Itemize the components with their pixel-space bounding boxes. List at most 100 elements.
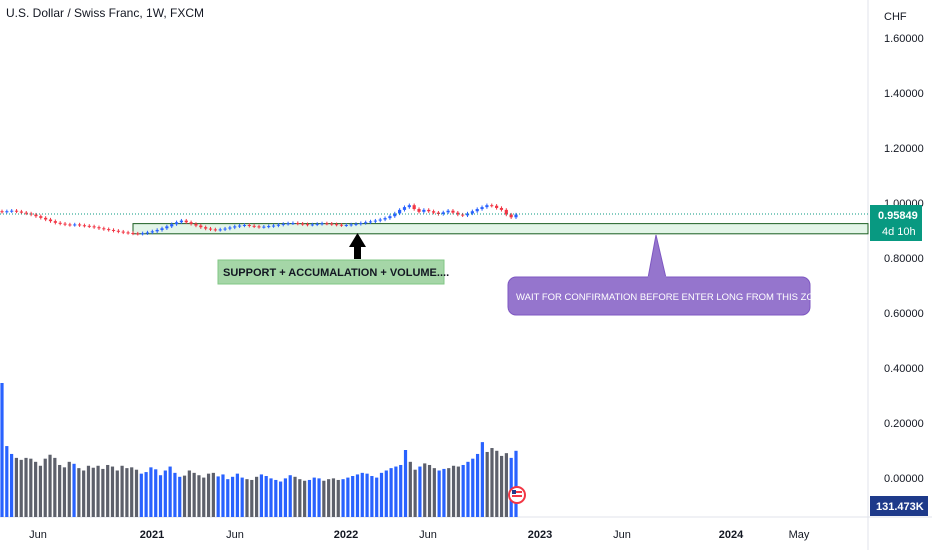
volume-bar — [202, 477, 206, 517]
volume-bar — [499, 455, 504, 517]
volume-bar — [154, 469, 158, 517]
candle-body — [305, 224, 310, 226]
candle-body — [402, 207, 407, 210]
candle-body — [48, 219, 53, 222]
volume-bar — [101, 468, 105, 517]
volume-bar — [24, 457, 28, 517]
volume-series — [0, 383, 518, 517]
volume-bar — [466, 461, 470, 517]
volume-bar — [365, 473, 369, 517]
volume-bar — [158, 475, 163, 517]
volume-bar — [130, 467, 134, 517]
candle-body — [354, 223, 358, 225]
volume-bar — [471, 458, 475, 517]
candle-body — [14, 210, 19, 212]
volume-bar — [279, 481, 283, 517]
volume-bar — [125, 468, 129, 517]
candle-body — [247, 225, 251, 226]
volume-bar — [413, 469, 417, 517]
volume-bar — [134, 469, 139, 517]
volume-bar — [86, 465, 91, 517]
volume-bar — [245, 479, 249, 517]
volume-bar — [14, 457, 19, 517]
support-note-text: SUPPORT + ACCUMALATION + VOLUME.... — [223, 267, 449, 279]
candle-body — [63, 223, 67, 225]
volume-bar — [423, 463, 427, 517]
volume-bar — [399, 464, 403, 517]
volume-bar — [192, 472, 196, 517]
volume-bar — [216, 476, 220, 517]
candle-body — [92, 226, 96, 228]
candle-body — [281, 223, 285, 225]
us-flag-icon[interactable] — [508, 486, 526, 504]
candle-body — [485, 205, 489, 208]
candle-body — [179, 220, 184, 223]
candle-body — [509, 214, 513, 218]
candle-body — [465, 213, 470, 216]
candle-body — [238, 225, 242, 227]
volume-bar — [62, 467, 67, 517]
volume-bar — [293, 476, 297, 517]
volume-bar — [53, 457, 57, 517]
volume-bar — [341, 479, 345, 517]
chart-title: U.S. Dollar / Swiss Franc, 1W, FXCM — [6, 6, 205, 20]
candle-body — [145, 232, 150, 234]
candle-body — [39, 216, 43, 218]
candle-body — [228, 227, 232, 229]
volume-bar — [418, 466, 422, 517]
volume-bar — [182, 475, 187, 517]
volume-bar — [19, 459, 23, 517]
volume-bar — [77, 468, 81, 517]
time-to-close: 4d 10h — [882, 226, 916, 238]
candle-body — [199, 225, 203, 228]
x-tick-label: Jun — [419, 529, 437, 541]
candle-body — [44, 217, 48, 220]
candle-body — [461, 214, 465, 216]
y-tick-label: 1.20000 — [884, 143, 924, 155]
volume-bar — [240, 477, 244, 517]
volume-bar — [168, 466, 172, 517]
confirmation-callout[interactable]: WAIT FOR CONFIRMATION BEFORE ENTER LONG … — [507, 234, 827, 316]
volume-readout-tag — [870, 496, 928, 516]
candle-body — [223, 228, 227, 230]
volume-bar — [336, 479, 340, 517]
candle-body — [436, 212, 441, 214]
volume-bar — [58, 464, 62, 517]
support-note-box[interactable] — [217, 259, 445, 285]
candle-body — [87, 225, 91, 227]
candle-body — [107, 229, 111, 231]
candle-body — [495, 205, 499, 208]
candle-body — [53, 221, 57, 223]
volume-bar — [307, 479, 312, 517]
candle-body — [310, 224, 314, 226]
candle-body — [349, 224, 353, 226]
volume-bar — [211, 472, 215, 517]
volume-bar — [38, 465, 43, 517]
y-tick-label: 1.60000 — [884, 33, 924, 45]
candle-body — [291, 223, 295, 225]
candle-body — [344, 225, 348, 226]
volume-bar — [269, 478, 273, 517]
candle-body — [77, 224, 82, 226]
y-tick-label: 0.00000 — [884, 473, 924, 485]
candle-body — [174, 222, 179, 225]
candle-body — [330, 223, 334, 225]
volume-bar — [163, 470, 167, 517]
volume-bar — [432, 468, 436, 517]
candle-body — [213, 229, 217, 231]
candle-body — [208, 228, 213, 230]
candle-body — [252, 225, 256, 227]
candle-body — [388, 216, 392, 219]
support-zone[interactable] — [132, 223, 869, 235]
volume-bar — [504, 453, 508, 517]
current-price-tag — [870, 205, 922, 241]
volume-bar — [427, 464, 432, 517]
up-arrow-icon — [349, 233, 366, 259]
y-tick-label: 0.80000 — [884, 253, 924, 265]
candle-body — [5, 211, 9, 213]
volume-bar — [96, 465, 100, 517]
candle-body — [393, 213, 397, 217]
candle-body — [68, 224, 72, 226]
candle-body — [10, 210, 14, 212]
